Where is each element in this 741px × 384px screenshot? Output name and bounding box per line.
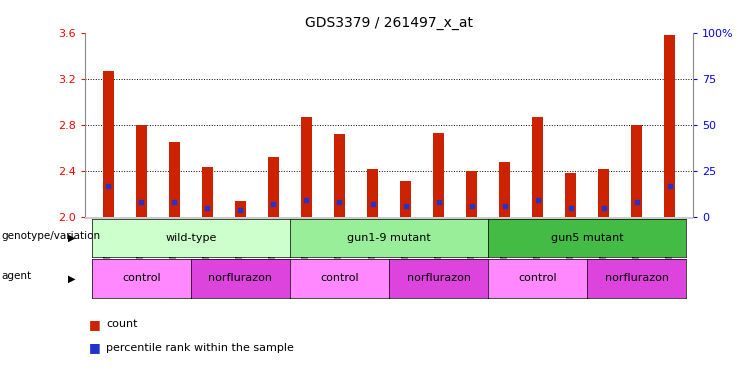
Text: gun5 mutant: gun5 mutant [551,233,623,243]
Text: ■: ■ [89,318,101,331]
Bar [499,162,511,217]
Bar [268,157,279,217]
Bar [433,133,445,217]
Bar [664,35,676,217]
Title: GDS3379 / 261497_x_at: GDS3379 / 261497_x_at [305,16,473,30]
Bar [169,142,180,217]
Bar [367,169,379,217]
Bar [202,167,213,217]
Bar [333,134,345,217]
Text: control: control [518,273,557,283]
Text: ▶: ▶ [68,233,76,243]
Bar [631,125,642,217]
Text: percentile rank within the sample: percentile rank within the sample [106,343,294,353]
Bar [102,71,114,217]
Text: ■: ■ [89,341,101,354]
Text: ▶: ▶ [68,273,76,283]
Text: count: count [106,319,138,329]
Text: norflurazon: norflurazon [605,273,668,283]
Text: norflurazon: norflurazon [407,273,471,283]
Bar [565,173,576,217]
Bar [136,125,147,217]
Bar [399,181,411,217]
Text: gun1-9 mutant: gun1-9 mutant [347,233,431,243]
Text: control: control [320,273,359,283]
Bar [235,201,246,217]
Text: genotype/variation: genotype/variation [1,231,101,241]
Text: norflurazon: norflurazon [208,273,273,283]
Text: wild-type: wild-type [165,233,216,243]
Text: agent: agent [1,271,32,281]
Text: control: control [122,273,161,283]
Bar [598,169,609,217]
Bar [532,117,543,217]
Bar [301,117,312,217]
Bar [466,171,477,217]
